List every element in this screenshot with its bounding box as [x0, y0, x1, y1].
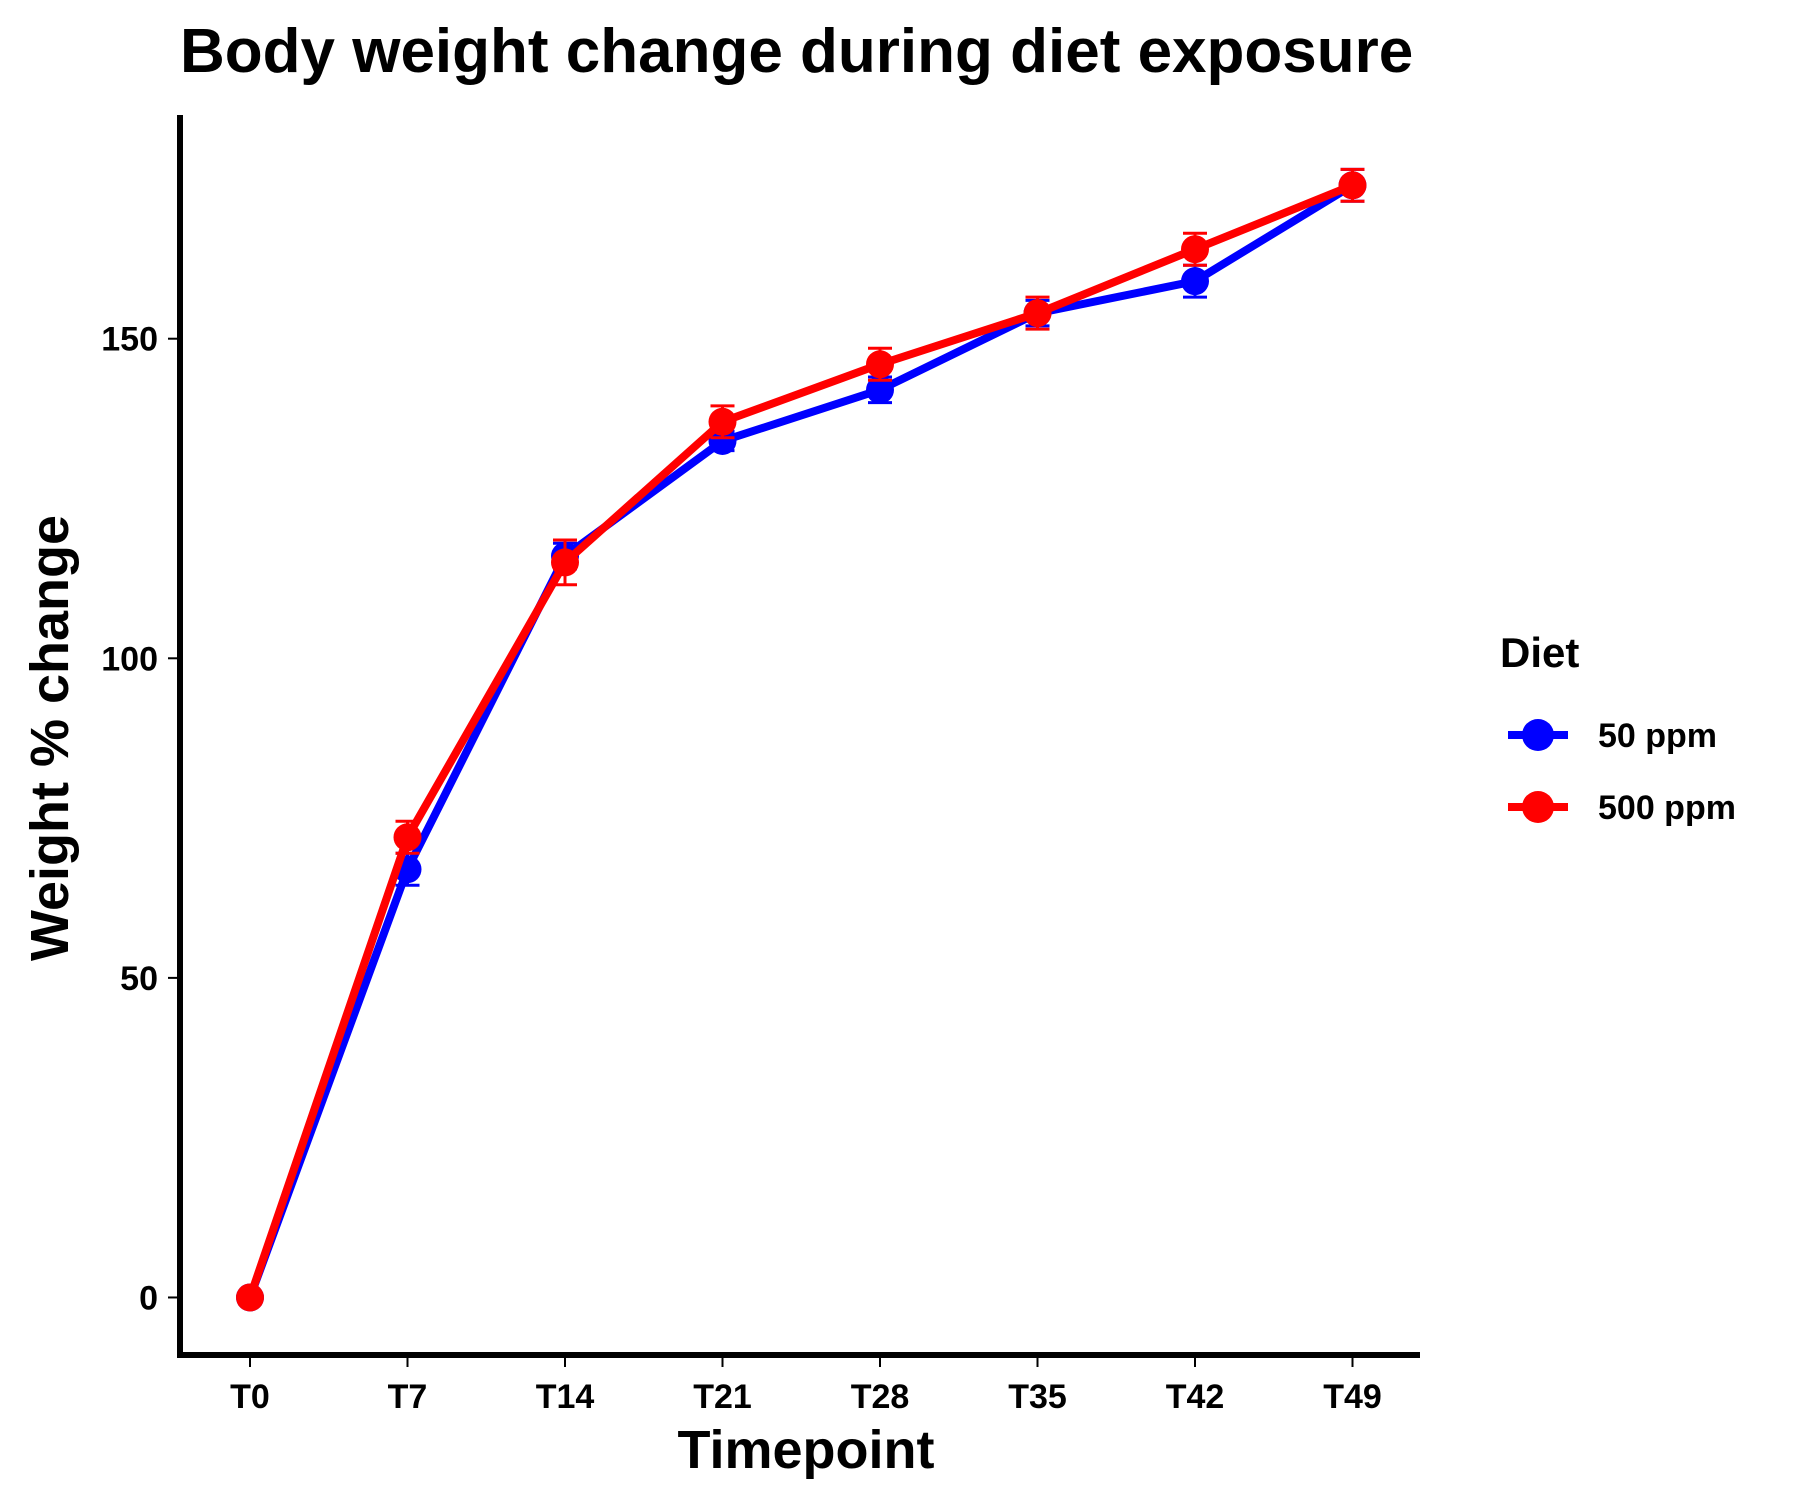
x-tick-label: T28 — [851, 1378, 910, 1416]
data-point — [393, 823, 422, 852]
x-tick-label: T0 — [230, 1378, 270, 1416]
series-2 — [236, 167, 1367, 1312]
legend-item-1: 50 ppm — [1508, 717, 1717, 755]
x-tick-label: T49 — [1323, 1378, 1382, 1416]
data-point — [866, 350, 894, 379]
y-ticks: 0 50 100 150 — [101, 321, 180, 1317]
data-point — [866, 375, 894, 404]
data-point — [708, 407, 737, 436]
x-tick-label: T35 — [1008, 1378, 1067, 1416]
legend-label: 500 ppm — [1598, 789, 1736, 827]
series-1 — [236, 167, 1367, 1312]
legend-title: Diet — [1500, 629, 1579, 676]
x-tick-label: T14 — [536, 1378, 595, 1416]
axes — [177, 115, 1420, 1358]
legend: Diet 50 ppm 500 ppm — [1500, 629, 1736, 827]
legend-swatch-point — [1522, 719, 1554, 751]
x-ticks: T0 T7 T14 T21 T28 T35 T42 T49 — [230, 1355, 1382, 1416]
series-layer — [236, 167, 1367, 1312]
legend-label: 50 ppm — [1598, 717, 1717, 755]
y-tick-label: 0 — [139, 1279, 158, 1317]
y-axis-title: Weight % change — [20, 515, 80, 961]
x-tick-label: T42 — [1166, 1378, 1225, 1416]
chart-title: Body weight change during diet exposure — [180, 17, 1413, 86]
legend-item-2: 500 ppm — [1508, 789, 1736, 827]
data-point — [1181, 235, 1209, 264]
x-tick-label: T7 — [388, 1378, 428, 1416]
x-axis-title: Timepoint — [677, 1420, 934, 1480]
x-tick-label: T21 — [693, 1378, 752, 1416]
legend-items: 50 ppm 500 ppm — [1508, 717, 1736, 827]
y-tick-label: 50 — [120, 960, 158, 998]
y-tick-label: 100 — [101, 640, 158, 678]
data-point — [1338, 171, 1367, 200]
data-point — [1181, 267, 1209, 296]
data-point — [551, 548, 579, 577]
y-tick-label: 150 — [101, 321, 158, 359]
series-line — [246, 181, 1357, 1302]
data-point — [708, 426, 737, 455]
legend-swatch-point — [1522, 791, 1554, 823]
data-point — [236, 1283, 264, 1312]
series-line — [246, 181, 1357, 1302]
data-point — [1023, 299, 1052, 328]
